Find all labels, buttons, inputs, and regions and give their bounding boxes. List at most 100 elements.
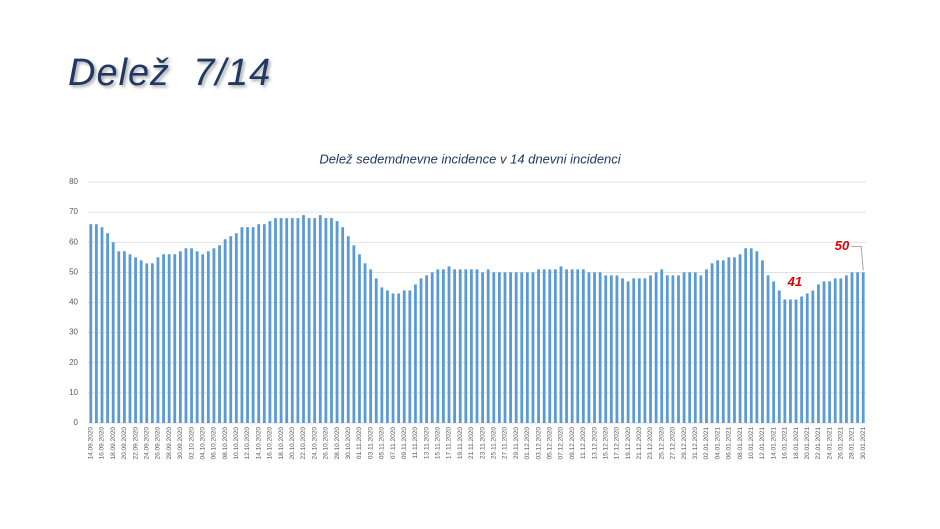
bar bbox=[402, 290, 406, 423]
bar bbox=[369, 269, 373, 423]
bar bbox=[727, 257, 731, 423]
bar bbox=[777, 290, 781, 423]
bar bbox=[190, 248, 193, 423]
bar bbox=[587, 272, 591, 423]
bar bbox=[822, 281, 826, 423]
bar bbox=[397, 293, 401, 423]
bar bbox=[565, 269, 568, 423]
y-tick-label: 20 bbox=[69, 358, 78, 367]
bar bbox=[817, 284, 820, 423]
bar bbox=[839, 278, 843, 423]
x-tick-label: 14.10.2020 bbox=[255, 427, 262, 460]
y-tick-label: 80 bbox=[69, 177, 78, 186]
bar bbox=[134, 257, 137, 423]
bar bbox=[789, 299, 792, 423]
bar bbox=[828, 281, 832, 423]
x-tick-label: 27.12.2020 bbox=[670, 427, 677, 460]
x-tick-label: 19.12.2020 bbox=[625, 427, 632, 460]
x-tick-label: 09.11.2020 bbox=[401, 427, 408, 459]
y-tick-label: 70 bbox=[69, 207, 78, 216]
bar bbox=[117, 251, 121, 423]
leader-line bbox=[851, 245, 864, 271]
bar bbox=[100, 227, 104, 423]
x-tick-label: 17.12.2020 bbox=[614, 427, 621, 460]
x-tick-label: 27.11.2020 bbox=[502, 427, 509, 459]
x-tick-label: 06.10.2020 bbox=[211, 427, 218, 460]
x-tick-label: 21.11.2020 bbox=[468, 427, 475, 459]
x-tick-label: 06.01.2021 bbox=[726, 427, 733, 460]
bar bbox=[139, 260, 143, 423]
x-tick-label: 20.01.2021 bbox=[804, 427, 811, 460]
bar bbox=[470, 269, 473, 423]
x-tick-label: 14.09.2020 bbox=[88, 427, 95, 460]
x-tick-label: 19.11.2020 bbox=[457, 427, 464, 459]
bar bbox=[738, 254, 742, 423]
x-tick-label: 01.11.2020 bbox=[356, 427, 363, 459]
x-tick-label: 21.12.2020 bbox=[636, 427, 643, 460]
bar bbox=[363, 263, 367, 423]
x-tick-label: 26.09.2020 bbox=[155, 427, 162, 460]
bar bbox=[783, 299, 787, 423]
bar bbox=[665, 275, 669, 423]
bar bbox=[352, 245, 356, 423]
bar bbox=[643, 278, 647, 423]
x-tick-label: 12.01.2021 bbox=[759, 427, 766, 460]
bar bbox=[111, 242, 115, 423]
x-tick-label: 05.11.2020 bbox=[379, 427, 386, 459]
bar bbox=[223, 239, 227, 423]
bar bbox=[632, 278, 636, 423]
x-tick-label: 16.09.2020 bbox=[99, 427, 106, 460]
bar bbox=[195, 251, 199, 423]
x-tick-label: 02.01.2021 bbox=[703, 427, 710, 460]
bar bbox=[576, 269, 580, 423]
bar bbox=[156, 257, 160, 423]
x-tick-label: 08.10.2020 bbox=[222, 427, 229, 460]
bar bbox=[649, 275, 652, 423]
x-tick-label: 15.11.2020 bbox=[435, 427, 442, 459]
x-tick-label: 24.01.2021 bbox=[826, 427, 833, 460]
x-tick-label: 12.10.2020 bbox=[244, 427, 251, 460]
bar bbox=[302, 215, 305, 423]
bar bbox=[128, 254, 132, 423]
bar bbox=[262, 224, 266, 423]
x-tick-label: 30.09.2020 bbox=[177, 427, 184, 460]
bar bbox=[453, 269, 457, 423]
bar bbox=[845, 275, 848, 423]
bar bbox=[716, 260, 720, 423]
bar bbox=[150, 263, 154, 423]
bar bbox=[609, 275, 613, 423]
x-tick-label: 14.01.2021 bbox=[770, 427, 777, 460]
bar bbox=[106, 233, 109, 423]
bar bbox=[615, 275, 619, 423]
bar bbox=[341, 227, 345, 423]
bar bbox=[324, 218, 328, 423]
x-tick-label: 22.10.2020 bbox=[300, 427, 307, 460]
bar bbox=[414, 284, 417, 423]
bar bbox=[699, 275, 703, 423]
x-tick-label: 11.11.2020 bbox=[412, 427, 419, 459]
bar bbox=[833, 278, 837, 423]
bar bbox=[761, 260, 764, 423]
x-tick-label: 28.01.2021 bbox=[849, 427, 856, 460]
bar bbox=[559, 266, 563, 423]
bar bbox=[391, 293, 395, 423]
bar bbox=[251, 227, 255, 423]
x-tick-label: 30.10.2020 bbox=[345, 427, 352, 460]
bar bbox=[805, 293, 809, 423]
bar bbox=[626, 281, 630, 423]
bar bbox=[481, 272, 484, 423]
bar bbox=[167, 254, 171, 423]
bar bbox=[408, 290, 412, 423]
slide-title: Delež 7/14 bbox=[68, 52, 272, 94]
bar bbox=[710, 263, 714, 423]
bar bbox=[386, 290, 389, 423]
x-tick-label: 23.12.2020 bbox=[647, 427, 654, 460]
bar bbox=[335, 221, 339, 423]
bar bbox=[537, 269, 540, 423]
x-tick-label: 10.01.2021 bbox=[748, 427, 755, 460]
x-tick-label: 28.10.2020 bbox=[334, 427, 341, 460]
bar bbox=[744, 248, 748, 423]
x-tick-label: 04.10.2020 bbox=[199, 427, 206, 460]
bar bbox=[475, 269, 479, 423]
